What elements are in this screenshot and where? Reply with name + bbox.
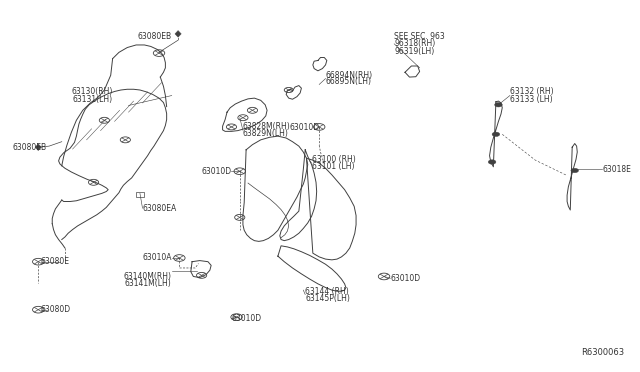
Text: 66894N(RH): 66894N(RH)	[326, 71, 372, 80]
Text: 63010D: 63010D	[390, 274, 420, 283]
Polygon shape	[35, 144, 42, 151]
Circle shape	[495, 103, 502, 107]
Text: R6300063: R6300063	[581, 348, 624, 357]
Text: 63080EB: 63080EB	[13, 143, 47, 152]
Text: 63133 (LH): 63133 (LH)	[510, 95, 552, 104]
Text: 63080EA: 63080EA	[143, 203, 177, 213]
Text: 63080EB: 63080EB	[138, 32, 172, 41]
Text: 63010D: 63010D	[289, 123, 319, 132]
Circle shape	[492, 132, 500, 137]
Text: 63141M(LH): 63141M(LH)	[125, 279, 172, 288]
Text: 63145P(LH): 63145P(LH)	[305, 294, 350, 303]
Text: 63010D: 63010D	[202, 167, 232, 176]
Text: 63100 (RH): 63100 (RH)	[312, 155, 355, 164]
Polygon shape	[175, 31, 181, 37]
Text: 63132 (RH): 63132 (RH)	[510, 87, 554, 96]
Text: 63130(RH): 63130(RH)	[71, 87, 113, 96]
Text: 63131(LH): 63131(LH)	[72, 95, 113, 104]
Text: 96318(RH): 96318(RH)	[394, 39, 435, 48]
Text: 96319(LH): 96319(LH)	[394, 47, 435, 56]
Circle shape	[488, 160, 496, 164]
Text: 63101 (LH): 63101 (LH)	[312, 162, 354, 171]
Text: 63828M(RH): 63828M(RH)	[243, 122, 291, 131]
Text: 63829N(LH): 63829N(LH)	[243, 129, 289, 138]
Text: SEE SEC. 963: SEE SEC. 963	[394, 32, 445, 41]
Text: 63140M(RH): 63140M(RH)	[124, 272, 172, 281]
Text: 63010A: 63010A	[142, 253, 172, 263]
Text: 63144 (RH): 63144 (RH)	[305, 287, 349, 296]
Text: 63018E: 63018E	[602, 165, 631, 174]
Text: 63010D: 63010D	[232, 314, 262, 323]
Circle shape	[571, 168, 579, 173]
Text: 66895N(LH): 66895N(LH)	[326, 77, 372, 86]
Text: 63080E: 63080E	[41, 257, 70, 266]
Text: 63080D: 63080D	[41, 305, 71, 314]
